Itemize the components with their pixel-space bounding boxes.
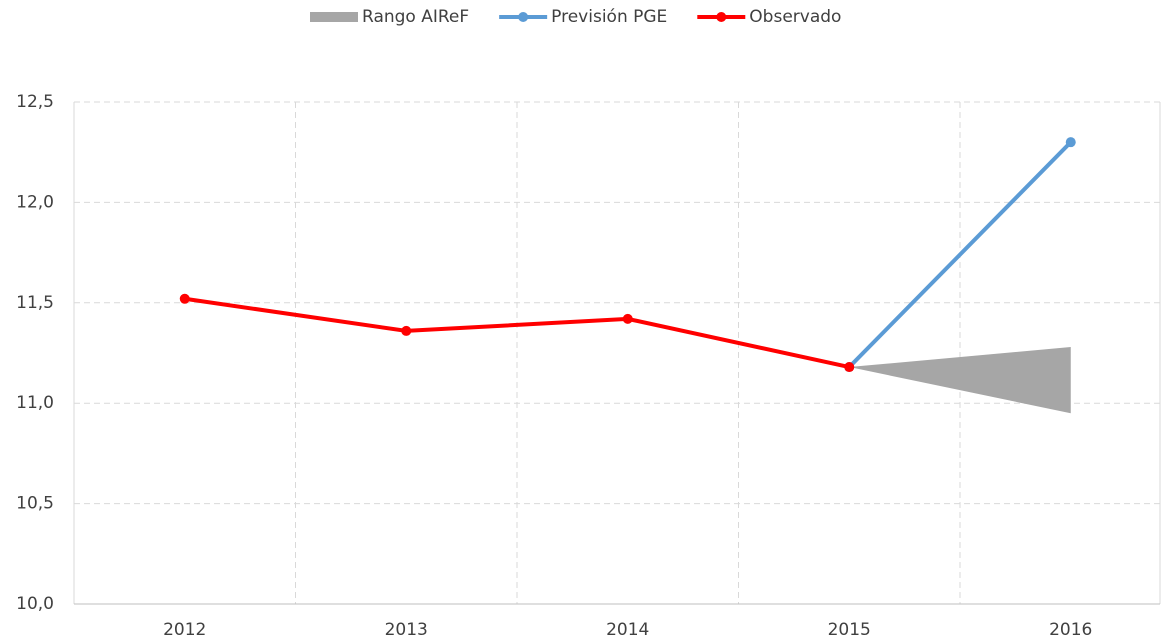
series-point xyxy=(1065,137,1076,148)
y-tick-label: 12,0 xyxy=(16,192,54,212)
legend-swatch xyxy=(518,12,529,22)
series-point xyxy=(844,362,855,373)
y-tick-label: 10,0 xyxy=(16,594,54,614)
y-tick-label: 11,5 xyxy=(16,293,54,313)
legend-label: Rango AIReF xyxy=(362,7,469,27)
series-line xyxy=(847,140,1073,369)
x-tick-label: 2012 xyxy=(163,620,206,638)
series-point xyxy=(622,313,633,324)
y-tick-label: 12,5 xyxy=(16,92,54,112)
y-tick-label: 10,5 xyxy=(16,494,54,514)
legend-label: Observado xyxy=(749,7,841,27)
legend-label: Previsión PGE xyxy=(551,7,667,27)
legend-swatch xyxy=(716,12,727,22)
x-tick-label: 2014 xyxy=(606,620,649,638)
series-point xyxy=(401,325,412,336)
range-area xyxy=(849,346,1071,414)
series-line xyxy=(184,296,850,370)
x-tick-label: 2015 xyxy=(828,620,871,638)
y-tick-label: 11,0 xyxy=(16,393,54,413)
x-tick-label: 2016 xyxy=(1049,620,1092,638)
series-point xyxy=(179,293,190,304)
x-tick-label: 2013 xyxy=(385,620,428,638)
legend-swatch xyxy=(310,12,358,22)
